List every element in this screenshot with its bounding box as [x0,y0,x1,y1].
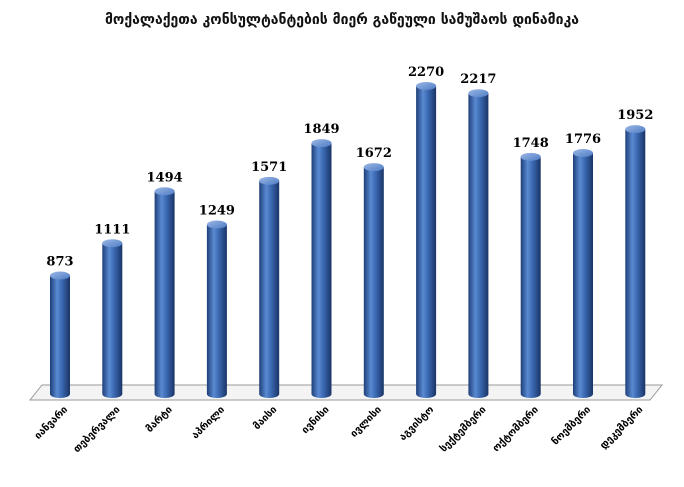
bar-top-cap [311,139,332,148]
bar-5 [311,139,332,398]
bar-10 [573,149,593,398]
data-label: 1672 [356,146,392,161]
bar-4 [259,176,280,398]
bar-7 [416,82,437,398]
data-labels: 873 1111 1494 1249 1571 1849 1672 2270 2217 1748 1… [46,65,653,270]
bar-top-cap [468,89,489,98]
bar-top-cap [102,239,123,248]
bar-9 [520,152,541,398]
bar-body [154,191,175,398]
chart-floor-plane [28,384,664,401]
category-label: მაისი [251,403,280,432]
bar-top-cap [206,220,227,229]
data-label: 1748 [513,136,549,151]
bar-body [363,167,384,398]
bar-body [573,153,593,398]
data-label: 873 [46,255,73,270]
category-label: ნოემბერი [549,403,593,447]
bar-top-cap [625,125,646,134]
data-label: 1776 [565,132,601,147]
bar-body [102,243,123,398]
bar-body [468,93,489,398]
category-label: მარტი [144,403,175,434]
bar-top-cap [50,271,70,280]
category-label: აპრილი [189,403,227,441]
chart-title: მოქალაქეთა კონსულტანტების მიერ გაწეული ს… [105,12,579,28]
category-label: ოქტომბერი [490,403,541,454]
category-label: სექტემბერი [438,403,489,454]
bar-top-cap [573,149,593,158]
bar-body [259,180,280,398]
category-label: ივლისი [348,403,384,439]
data-label: 1111 [94,222,130,237]
bar-top-cap [154,187,175,196]
bar-8 [468,89,489,398]
bar-3 [206,220,227,398]
bar-1 [102,239,123,398]
bar-0 [50,271,70,398]
category-label: თებერვალი [71,403,123,455]
bar-top-cap [363,163,384,172]
bar-body [311,143,332,398]
category-axis-labels: იანვარი თებერვალი მარტი აპრილი მაისი ივნისი ივ… [32,403,646,455]
bar-series [50,82,646,398]
chart-floor [28,384,664,401]
category-label: აგვისტო [397,404,437,444]
category-label: ივნისი [299,403,332,436]
data-label: 2217 [460,72,496,87]
bar-body [625,129,646,398]
category-label: დეკემბერი [598,403,646,451]
bar-11 [625,125,646,398]
data-label: 1571 [251,160,287,175]
bar-top-cap [259,176,280,185]
bar-body [416,86,437,398]
data-label: 1952 [617,108,653,123]
bar-6 [363,163,384,398]
data-label: 1494 [147,170,183,185]
bar-body [50,275,70,398]
bar-top-cap [520,152,541,161]
bar-body [206,224,227,398]
category-label: იანვარი [32,403,70,441]
data-label: 1249 [199,204,235,219]
data-label: 1849 [303,122,339,137]
bar-body [520,156,541,398]
bar-2 [154,187,175,398]
data-label: 2270 [408,65,444,80]
bar-top-cap [416,82,437,90]
